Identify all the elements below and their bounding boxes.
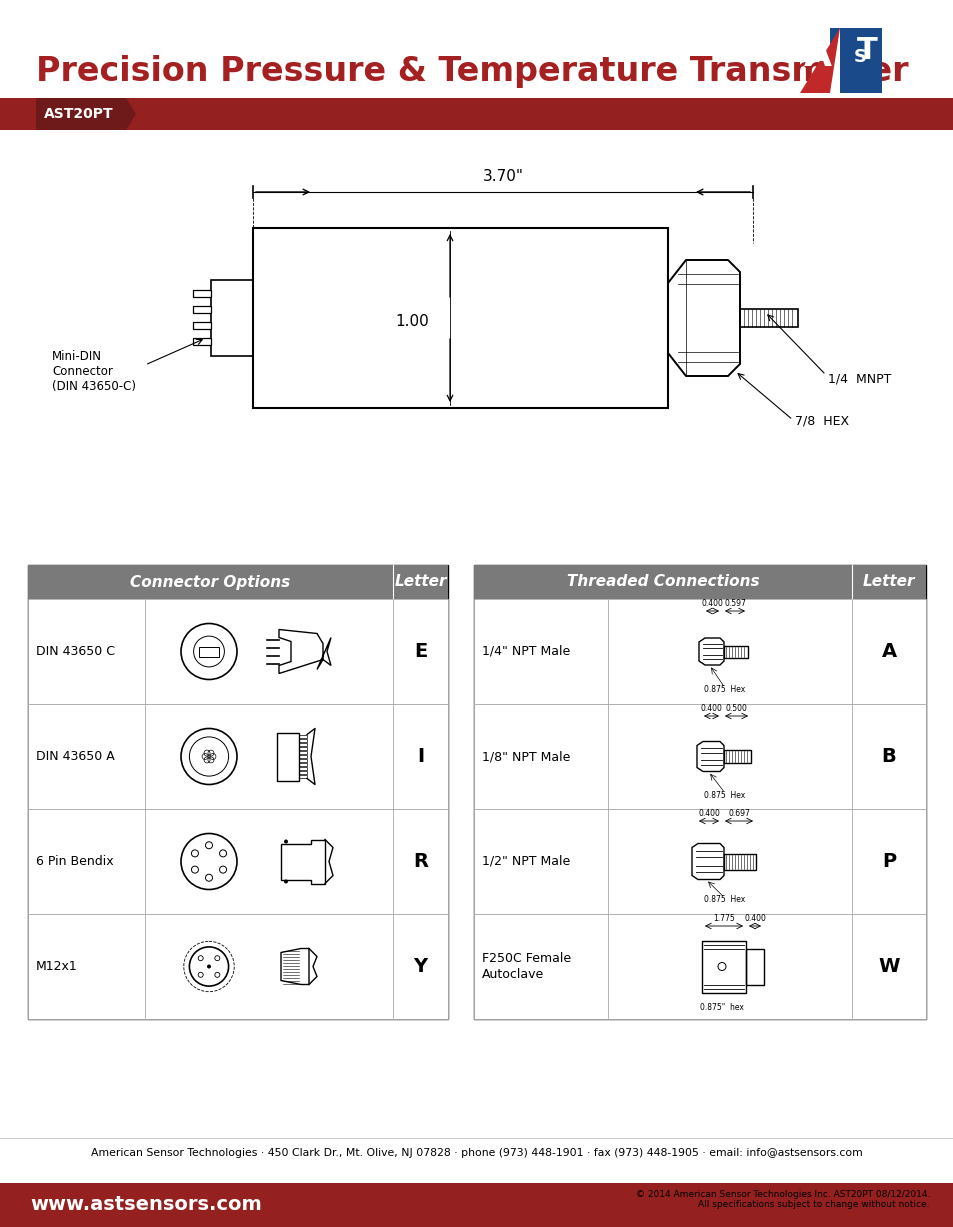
Bar (193, 306, 211, 313)
Bar (253, 228, 667, 409)
Bar (0, 1183, 953, 1227)
Text: 1/4  MNPT: 1/4 MNPT (827, 372, 890, 385)
Bar (298, 746, 307, 750)
Bar (701, 941, 745, 993)
Bar (28, 914, 448, 1018)
Text: 0.697: 0.697 (727, 809, 749, 818)
Text: 1/8" NPT Male: 1/8" NPT Male (481, 750, 570, 763)
Text: 7/8  HEX: 7/8 HEX (794, 415, 848, 428)
Bar (740, 309, 797, 328)
Text: Y: Y (413, 957, 427, 975)
Bar (199, 647, 219, 656)
Text: 0.400: 0.400 (698, 809, 720, 818)
Bar (474, 914, 925, 1018)
Text: 0.597: 0.597 (723, 599, 745, 609)
Circle shape (284, 839, 288, 843)
Bar (474, 809, 925, 914)
Text: 0.875  Hex: 0.875 Hex (703, 896, 745, 904)
Text: Precision Pressure & Temperature Transmitter: Precision Pressure & Temperature Transmi… (36, 55, 907, 88)
Bar (298, 767, 307, 769)
Text: 0.875  Hex: 0.875 Hex (703, 790, 745, 800)
Bar (298, 739, 307, 741)
Bar (723, 750, 750, 763)
Text: Letter: Letter (394, 574, 446, 589)
Text: W: W (878, 957, 899, 975)
Bar (276, 733, 298, 780)
Polygon shape (800, 28, 840, 93)
Text: R: R (413, 852, 428, 871)
Bar (723, 645, 747, 658)
Text: American Sensor Technologies · 450 Clark Dr., Mt. Olive, NJ 07828 · phone (973) : American Sensor Technologies · 450 Clark… (91, 1148, 862, 1158)
Bar (193, 290, 211, 297)
Text: 6 Pin Bendix: 6 Pin Bendix (36, 855, 113, 867)
Bar (193, 337, 211, 345)
Text: M12x1: M12x1 (36, 960, 77, 973)
Bar (298, 751, 307, 753)
Text: A: A (803, 38, 831, 72)
Bar (298, 758, 307, 762)
Text: 0.400: 0.400 (700, 599, 722, 609)
Bar (474, 564, 925, 1018)
Bar (298, 762, 307, 766)
Text: 0.500: 0.500 (725, 704, 746, 713)
Polygon shape (829, 28, 840, 93)
Text: P: P (881, 852, 895, 871)
Bar (28, 704, 448, 809)
Text: 1/2" NPT Male: 1/2" NPT Male (481, 855, 570, 867)
Text: B: B (881, 747, 896, 766)
Bar (211, 280, 253, 356)
Bar (28, 564, 448, 599)
Text: 0.400: 0.400 (743, 914, 765, 923)
Polygon shape (36, 98, 136, 130)
Text: Threaded Connections: Threaded Connections (566, 574, 759, 589)
Text: 3.70": 3.70" (482, 169, 523, 184)
Text: S: S (853, 48, 865, 66)
Bar (829, 28, 882, 93)
Text: T: T (856, 36, 877, 65)
Text: Letter: Letter (862, 574, 914, 589)
Text: AST20PT: AST20PT (44, 107, 113, 121)
Text: 1.00: 1.00 (395, 314, 429, 329)
Bar (298, 735, 307, 737)
Text: Mini-DIN
Connector
(DIN 43650-C): Mini-DIN Connector (DIN 43650-C) (52, 350, 136, 393)
Bar (474, 564, 925, 599)
Text: 0.875  Hex: 0.875 Hex (703, 686, 745, 694)
Polygon shape (136, 98, 151, 130)
Bar (723, 854, 755, 870)
Text: 0.400: 0.400 (700, 704, 721, 713)
Bar (298, 742, 307, 746)
Circle shape (207, 964, 211, 968)
Text: 1.775: 1.775 (713, 914, 734, 923)
Text: www.astsensors.com: www.astsensors.com (30, 1195, 261, 1215)
Bar (474, 599, 925, 704)
Text: DIN 43650 A: DIN 43650 A (36, 750, 114, 763)
Bar (28, 599, 448, 704)
Bar (298, 774, 307, 778)
Bar (474, 704, 925, 809)
Bar (745, 948, 763, 984)
Text: A: A (881, 642, 896, 661)
Text: E: E (414, 642, 427, 661)
Bar (298, 755, 307, 757)
Text: DIN 43650 C: DIN 43650 C (36, 645, 115, 658)
Bar (298, 771, 307, 773)
Text: F250C Female
Autoclave: F250C Female Autoclave (481, 952, 571, 980)
Bar (193, 321, 211, 329)
Text: © 2014 American Sensor Technologies Inc. AST20PT 08/12/2014.
All specifications : © 2014 American Sensor Technologies Inc.… (635, 1190, 929, 1210)
Circle shape (284, 880, 288, 883)
Bar (0, 98, 953, 130)
Text: I: I (416, 747, 424, 766)
Text: 0.875"  hex: 0.875" hex (700, 1002, 743, 1011)
Bar (28, 564, 448, 1018)
Bar (28, 809, 448, 914)
Text: Connector Options: Connector Options (131, 574, 291, 589)
Text: 1/4" NPT Male: 1/4" NPT Male (481, 645, 570, 658)
